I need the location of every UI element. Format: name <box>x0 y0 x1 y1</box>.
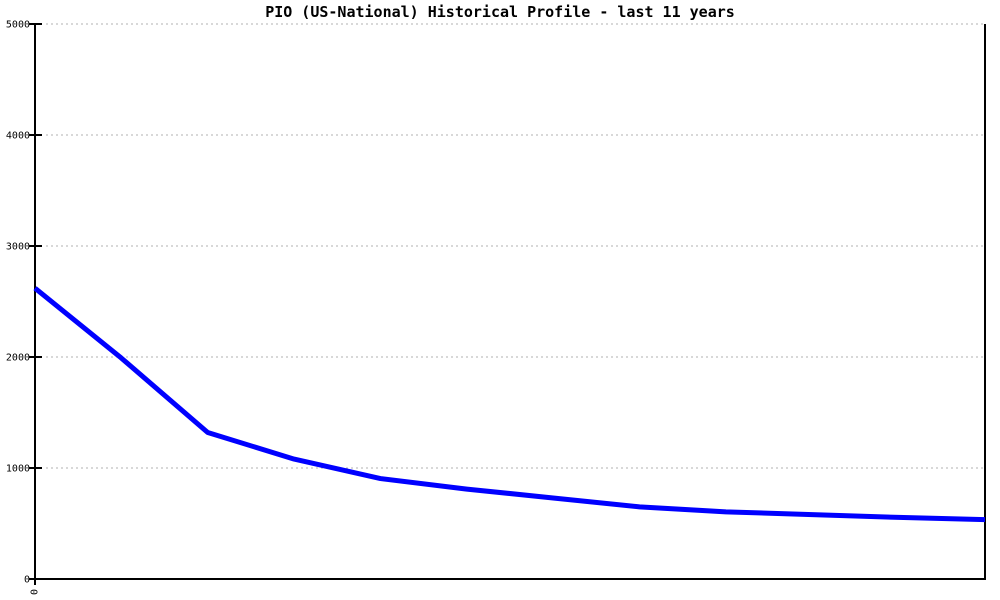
data-line <box>33 286 986 523</box>
y-tick-label: 1000 <box>6 464 30 475</box>
y-tick-label: 5000 <box>6 20 30 31</box>
y-tick-label: 2000 <box>6 353 30 364</box>
y-tick-label: 4000 <box>6 131 30 142</box>
chart-title: PIO (US-National) Historical Profile - l… <box>265 3 735 21</box>
y-tick-label: 0 <box>24 575 30 586</box>
x-tick-label: 0 <box>30 589 41 595</box>
y-tick-label: 3000 <box>6 242 30 253</box>
